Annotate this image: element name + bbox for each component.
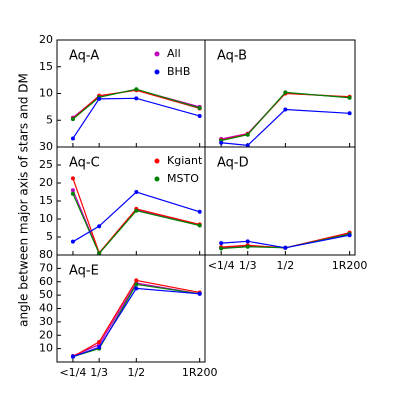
y-tick-label: 5 [46, 230, 53, 243]
data-point [134, 278, 139, 283]
x-tick-label: <1/4 [59, 366, 86, 379]
data-point [245, 244, 250, 249]
data-point [97, 96, 102, 101]
series-line [72, 88, 200, 120]
y-tick-label: 40 [39, 302, 53, 315]
y-tick-label: 80 [39, 248, 53, 261]
series-line [72, 193, 200, 255]
data-point [70, 188, 75, 193]
legend-marker [154, 69, 160, 75]
data-point [219, 140, 224, 145]
y-tick-label: 10 [39, 87, 53, 100]
data-point [97, 224, 102, 229]
series-line [72, 178, 200, 255]
x-tick-label: 1/3 [90, 366, 108, 379]
data-point [197, 105, 202, 110]
series-line [221, 234, 350, 249]
data-point [70, 136, 75, 141]
legend-marker [154, 51, 160, 57]
legend-marker [154, 158, 160, 164]
y-tick-label: 5 [46, 113, 53, 126]
data-point [245, 239, 250, 244]
series-line [72, 89, 200, 120]
y-axis-label: angle between major axis of stars and DM [17, 73, 31, 327]
x-tick-label: 1/2 [277, 259, 295, 272]
legend-label: BHB [167, 65, 190, 78]
y-tick-label: 20 [39, 176, 53, 189]
series-line [72, 283, 200, 358]
data-point [70, 239, 75, 244]
data-point [70, 176, 75, 181]
series-line [221, 91, 350, 142]
data-point [219, 241, 224, 246]
data-point [197, 113, 202, 118]
series-line [72, 279, 200, 358]
x-tick-label: <1/4 [208, 259, 235, 272]
data-point [283, 107, 288, 112]
series-line [221, 92, 350, 141]
panel-title: Aq-A [69, 49, 99, 64]
y-tick-label: 10 [39, 342, 53, 355]
data-point [283, 90, 288, 95]
data-point [70, 117, 75, 122]
series-line [72, 191, 200, 243]
data-point [219, 246, 224, 251]
x-tick-label: 1/3 [239, 259, 257, 272]
series-line [72, 287, 200, 358]
series-line [221, 108, 350, 147]
legend-label: All [167, 47, 181, 60]
data-point [97, 345, 102, 350]
series-line [72, 97, 200, 139]
data-point [70, 191, 75, 196]
y-tick-label: 20 [39, 33, 53, 46]
data-point [197, 291, 202, 296]
data-point [347, 233, 352, 238]
x-tick-label: 1R200 [332, 259, 368, 272]
data-point [347, 95, 352, 100]
data-point [134, 96, 139, 101]
series-line [221, 92, 350, 140]
data-point [283, 245, 288, 250]
data-point [245, 143, 250, 148]
series-line [72, 189, 200, 255]
legend-label: Kgiant [167, 154, 203, 167]
data-point [97, 339, 102, 344]
series-line [72, 282, 200, 357]
y-tick-label: 20 [39, 328, 53, 341]
data-point [134, 208, 139, 213]
data-point [197, 223, 202, 228]
legend-marker [154, 176, 160, 182]
y-tick-label: 10 [39, 212, 53, 225]
panel-title: Aq-B [217, 49, 247, 64]
data-point [197, 209, 202, 214]
x-tick-label: 1R200 [182, 366, 218, 379]
panel-title: Aq-E [69, 264, 99, 279]
y-tick-label: 25 [39, 158, 53, 171]
panel-title: Aq-D [217, 156, 249, 171]
y-tick-label: 50 [39, 288, 53, 301]
x-tick-label: 1/2 [127, 366, 145, 379]
data-point [134, 286, 139, 291]
data-point [134, 190, 139, 194]
y-tick-label: 70 [39, 261, 53, 274]
y-tick-label: 30 [39, 315, 53, 328]
data-point [70, 354, 75, 359]
y-tick-label: 60 [39, 275, 53, 288]
series-line [221, 232, 350, 249]
data-point [245, 132, 250, 137]
y-tick-label: 15 [39, 194, 53, 207]
data-point [347, 111, 352, 116]
y-tick-label: 30 [39, 140, 53, 153]
legend-label: MSTO [167, 172, 199, 185]
data-point [134, 282, 139, 287]
panel-frame [204, 146, 356, 256]
y-tick-label: 15 [39, 60, 53, 73]
data-point [134, 87, 139, 92]
panel-title: Aq-C [69, 156, 100, 171]
